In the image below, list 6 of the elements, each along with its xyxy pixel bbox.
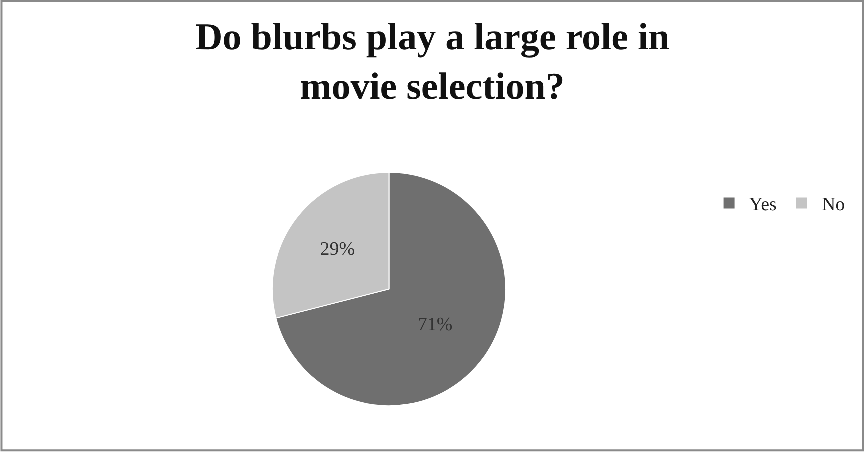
- legend-label: Yes: [749, 194, 777, 216]
- data-label: 71%: [418, 314, 453, 336]
- chart-title: Do blurbs play a large role in movie selection?: [195, 16, 670, 108]
- pie-slice: [276, 172, 506, 406]
- legend-label: No: [822, 194, 846, 216]
- data-label: 29%: [320, 238, 356, 260]
